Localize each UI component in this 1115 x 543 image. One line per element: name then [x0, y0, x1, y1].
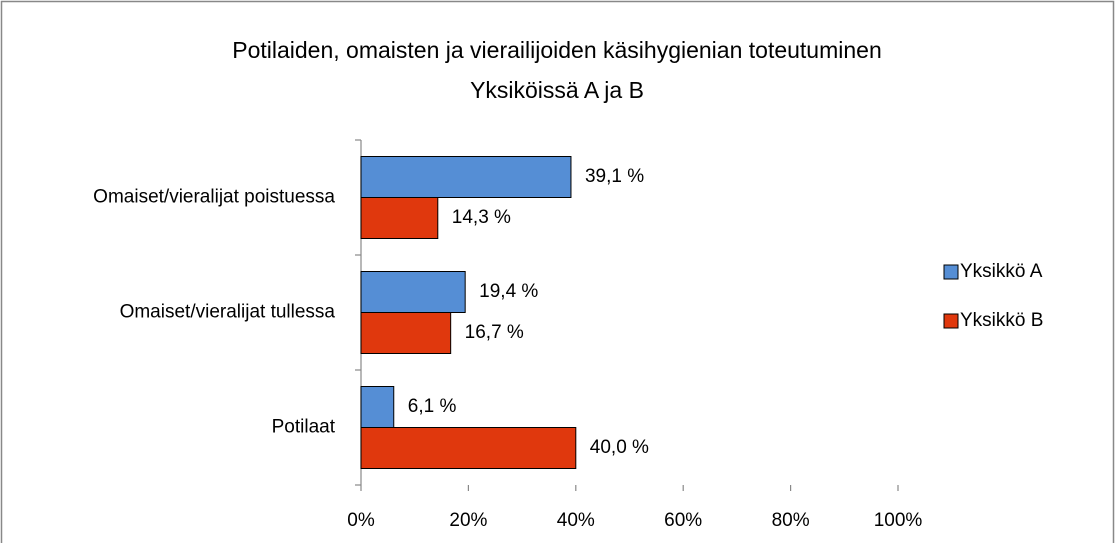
y-tick-label: Omaiset/vieralijat tullessa	[120, 302, 336, 323]
x-tick-label: 80%	[772, 510, 810, 531]
x-tick-label: 100%	[874, 510, 923, 531]
bar	[360, 386, 395, 428]
x-tick-label: 0%	[347, 510, 375, 531]
legend-label: Yksikkö A	[960, 261, 1043, 282]
chart-title: Yksiköissä A ja B	[470, 77, 644, 103]
bar	[360, 271, 466, 313]
x-tick-label: 60%	[664, 510, 702, 531]
value-label: 40,0 %	[590, 437, 649, 458]
x-tick-label: 40%	[557, 510, 595, 531]
value-label: 39,1 %	[585, 166, 644, 187]
y-tick-label: Potilaat	[272, 417, 336, 438]
bar	[360, 427, 577, 469]
value-label: 14,3 %	[452, 207, 511, 228]
chart-title: Potilaiden, omaisten ja vierailijoiden k…	[232, 37, 882, 63]
x-tick-label: 20%	[449, 510, 487, 531]
y-tick-label: Omaiset/vieralijat poistuessa	[93, 187, 335, 208]
bar	[360, 156, 572, 198]
value-label: 6,1 %	[408, 396, 457, 417]
legend-swatch	[943, 313, 959, 329]
legend-swatch	[943, 264, 959, 280]
value-label: 19,4 %	[479, 281, 538, 302]
bar	[360, 197, 439, 239]
bar	[360, 312, 452, 354]
legend-label: Yksikkö B	[960, 310, 1043, 331]
value-label: 16,7 %	[465, 322, 524, 343]
